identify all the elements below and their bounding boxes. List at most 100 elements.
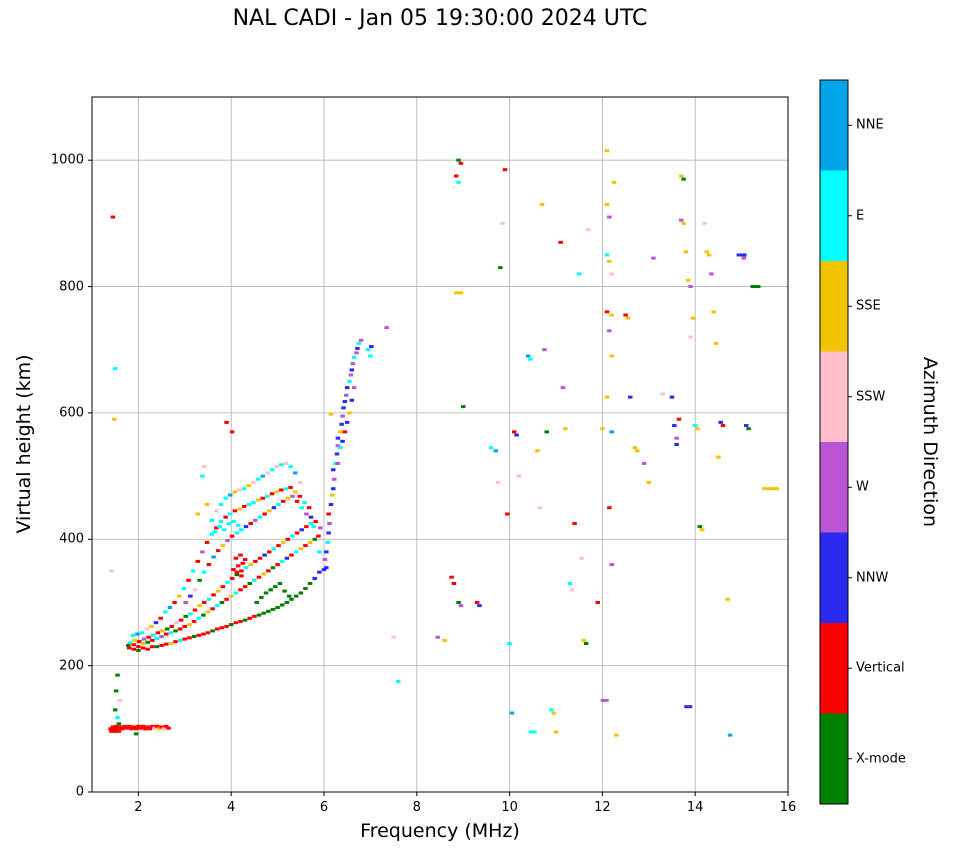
scatter-point	[163, 632, 169, 636]
scatter-point	[132, 638, 137, 642]
scatter-point	[240, 561, 246, 565]
scatter-point	[558, 240, 563, 244]
scatter-point	[514, 433, 519, 437]
scatter-point	[695, 427, 700, 431]
scatter-point	[196, 633, 201, 637]
scatter-point	[349, 368, 355, 372]
scatter-point	[242, 557, 248, 561]
scatter-point	[609, 272, 614, 276]
scatter-point	[220, 585, 226, 589]
scatter-point	[271, 506, 277, 510]
scatter-point	[168, 642, 174, 646]
scatter-point	[609, 313, 614, 317]
scatter-point	[340, 439, 345, 443]
scatter-point	[168, 631, 174, 635]
scatter-point	[395, 679, 401, 683]
scatter-point	[692, 424, 698, 428]
scatter-point	[219, 600, 225, 604]
scatter-point	[288, 465, 293, 469]
scatter-point	[607, 506, 612, 510]
scatter-point	[191, 619, 197, 623]
x-tick-label: 6	[319, 800, 329, 815]
scatter-point	[449, 575, 454, 579]
scatter-point	[112, 708, 118, 712]
scatter-point	[122, 724, 127, 728]
scatter-point	[477, 604, 482, 608]
scatter-point	[676, 417, 682, 421]
scatter-point	[135, 632, 140, 636]
scatter-point	[288, 485, 293, 489]
scatter-point	[344, 420, 350, 424]
scatter-point	[224, 624, 229, 628]
scatter-point	[192, 608, 198, 612]
scatter-point	[567, 582, 573, 585]
colorbar-label-ssw: SSW	[856, 389, 886, 405]
scatter-point	[348, 373, 354, 377]
scatter-point	[136, 724, 141, 728]
scatter-point	[623, 313, 628, 317]
colorbar-segment-nne	[820, 80, 848, 171]
scatter-point	[302, 501, 307, 505]
scatter-point	[172, 600, 177, 604]
scatter-point	[234, 570, 240, 574]
scatter-point	[218, 520, 224, 524]
colorbar-segment-x-mode	[820, 713, 848, 805]
scatter-point	[153, 621, 159, 625]
scatter-point	[688, 335, 693, 339]
scatter-point	[212, 530, 218, 534]
colorbar-label-e: E	[856, 208, 865, 224]
scatter-point	[328, 412, 334, 416]
scatter-point	[600, 698, 609, 702]
scatter-point	[297, 480, 303, 484]
scatter-point	[351, 386, 357, 390]
scatter-point	[218, 503, 224, 507]
scatter-point	[228, 493, 233, 497]
scatter-point	[144, 627, 150, 631]
scatter-point	[581, 638, 587, 642]
scatter-point	[279, 603, 285, 607]
scatter-point	[166, 726, 171, 730]
scatter-point	[239, 528, 244, 532]
scatter-point	[130, 633, 136, 637]
scatter-point	[214, 526, 219, 530]
scatter-point	[131, 643, 137, 647]
scatter-point	[231, 520, 236, 524]
scatter-point	[333, 461, 338, 465]
scatter-point	[528, 730, 537, 734]
scatter-point	[279, 559, 285, 563]
scatter-point	[233, 591, 239, 595]
scatter-point	[292, 490, 298, 494]
scatter-point	[344, 386, 350, 390]
x-tick-label: 12	[594, 800, 611, 815]
scatter-point	[337, 446, 343, 450]
scatter-point	[595, 600, 601, 604]
x-tick-label: 2	[134, 800, 143, 815]
x-tick-label: 8	[412, 800, 421, 815]
scatter-point	[340, 414, 345, 418]
x-tick-label: 14	[686, 800, 704, 815]
scatter-point	[551, 711, 556, 715]
scatter-point	[318, 526, 323, 530]
scatter-point	[604, 253, 610, 257]
scatter-point	[289, 597, 294, 601]
scatter-point	[161, 727, 167, 731]
scatter-point	[273, 585, 278, 589]
scatter-point	[335, 436, 341, 440]
scatter-point	[276, 544, 281, 548]
scatter-point	[583, 642, 589, 646]
scatter-point	[269, 468, 275, 472]
scatter-point	[341, 406, 346, 410]
scatter-point	[284, 556, 290, 560]
scatter-point	[182, 637, 188, 641]
scatter-point	[276, 503, 281, 507]
scatter-point	[143, 727, 148, 731]
scatter-point	[188, 594, 193, 598]
scatter-point	[290, 534, 295, 538]
scatter-point	[205, 610, 211, 614]
colorbar-label-sse: SSE	[856, 298, 881, 314]
scatter-point	[270, 607, 276, 611]
scatter-point	[560, 386, 566, 390]
scatter-point	[651, 256, 656, 260]
scatter-point	[238, 588, 243, 592]
scatter-point	[116, 722, 122, 726]
